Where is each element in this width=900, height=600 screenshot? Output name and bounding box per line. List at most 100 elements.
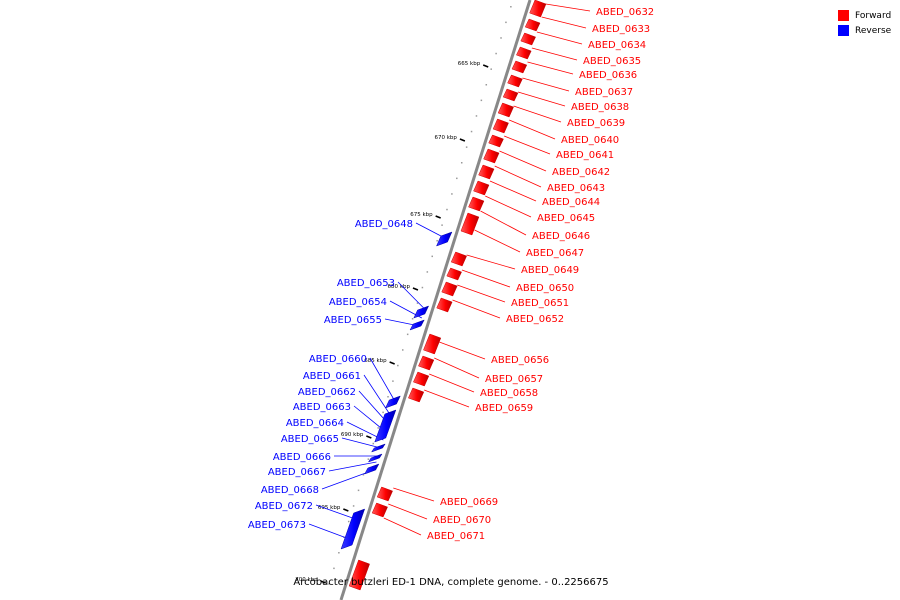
forward-gene-label: ABED_0647 — [526, 248, 584, 259]
forward-gene-label: ABED_0636 — [579, 70, 637, 81]
forward-leader-line — [499, 150, 547, 172]
reverse-gene-label: ABED_0672 — [255, 501, 313, 512]
legend-forward-swatch — [838, 10, 849, 21]
forward-leader-line — [461, 269, 511, 288]
legend-reverse-swatch — [838, 25, 849, 36]
forward-gene-feature — [516, 46, 532, 60]
reverse-gene-feature — [367, 453, 383, 463]
minor-scale-dot — [352, 505, 355, 507]
reverse-leader-line — [397, 281, 425, 310]
forward-gene-feature — [460, 212, 480, 236]
scale-tick — [389, 361, 395, 365]
reverse-gene-label: ABED_0654 — [329, 297, 387, 308]
forward-leader-line — [452, 299, 501, 319]
forward-gene-label: ABED_0633 — [592, 24, 650, 35]
forward-gene-label: ABED_0637 — [575, 87, 633, 98]
reverse-gene-label: ABED_0666 — [273, 452, 331, 463]
minor-scale-dot — [480, 99, 483, 102]
forward-leader-line — [388, 503, 428, 520]
scale-tick — [435, 215, 441, 219]
scale-tick — [482, 64, 489, 68]
forward-gene-feature — [371, 502, 388, 518]
minor-scale-dot — [446, 208, 448, 211]
forward-leader-line — [474, 229, 521, 253]
minor-scale-dot — [490, 68, 492, 70]
reverse-leader-line — [341, 437, 381, 449]
reverse-leader-line — [363, 374, 392, 417]
legend-reverse-label: Reverse — [855, 25, 892, 36]
forward-gene-label: ABED_0638 — [571, 102, 629, 113]
scale-label: 675 kbp — [410, 212, 433, 218]
genome-caption: Arcobacter butzleri ED-1 DNA, complete g… — [293, 577, 609, 588]
forward-gene-feature — [478, 164, 495, 180]
forward-gene-feature — [492, 118, 509, 134]
reverse-gene-feature — [371, 443, 386, 453]
scale-label: 685 kbp — [364, 358, 387, 364]
minor-scale-dot — [475, 115, 478, 117]
minor-scale-dot — [436, 240, 438, 242]
reverse-gene-feature — [340, 508, 366, 550]
forward-gene-feature — [507, 74, 523, 88]
reverse-gene-label: ABED_0662 — [298, 387, 356, 398]
forward-gene-feature — [436, 297, 453, 313]
scale-label: 695 kbp — [318, 505, 341, 511]
forward-gene-label: ABED_0670 — [433, 515, 491, 526]
forward-gene-feature — [488, 134, 504, 148]
minor-scale-dot — [372, 442, 375, 445]
forward-gene-label: ABED_0671 — [427, 531, 485, 542]
forward-leader-line — [536, 31, 583, 45]
forward-gene-feature — [446, 267, 462, 281]
forward-gene-feature — [524, 18, 541, 32]
forward-leader-line — [429, 373, 475, 393]
minor-scale-dot — [357, 489, 360, 492]
minor-scale-dot — [347, 520, 350, 523]
forward-gene-label: ABED_0632 — [596, 7, 654, 18]
forward-gene-label: ABED_0669 — [440, 497, 498, 508]
forward-gene-label: ABED_0640 — [561, 135, 619, 146]
forward-leader-line — [541, 16, 587, 29]
forward-gene-feature — [408, 387, 425, 403]
scale-label: 665 kbp — [458, 61, 481, 67]
forward-leader-line — [545, 3, 591, 12]
reverse-gene-feature — [413, 305, 430, 319]
minor-scale-dot — [387, 396, 389, 398]
minor-scale-dot — [382, 411, 384, 414]
forward-gene-feature — [497, 102, 514, 118]
forward-leader-line — [434, 357, 480, 379]
minor-scale-dot — [500, 37, 502, 39]
reverse-gene-label: ABED_0655 — [324, 315, 382, 326]
minor-scale-dot — [406, 333, 409, 336]
reverse-gene-label: ABED_0653 — [337, 278, 395, 289]
minor-scale-dot — [431, 255, 433, 258]
forward-leader-line — [513, 105, 562, 123]
reverse-gene-label: ABED_0664 — [286, 418, 344, 429]
forward-gene-feature — [511, 60, 528, 74]
minor-scale-dot — [456, 177, 458, 180]
forward-gene-label: ABED_0657 — [485, 374, 543, 385]
reverse-leader-line — [315, 504, 359, 521]
minor-scale-dot — [485, 84, 488, 86]
minor-scale-dot — [505, 21, 507, 24]
forward-gene-label: ABED_0641 — [556, 150, 614, 161]
forward-leader-line — [383, 517, 422, 536]
forward-leader-line — [504, 135, 551, 155]
reverse-gene-feature — [409, 319, 425, 331]
genome-backbone — [339, 0, 532, 600]
forward-leader-line — [424, 389, 470, 408]
minor-scale-dot — [495, 52, 497, 55]
forward-gene-label: ABED_0652 — [506, 314, 564, 325]
scale-tick — [320, 580, 326, 584]
forward-gene-label: ABED_0634 — [588, 40, 646, 51]
reverse-gene-feature — [436, 231, 453, 247]
forward-gene-feature — [520, 32, 536, 46]
scale-label: 700 kbp — [295, 577, 318, 583]
forward-gene-label: ABED_0635 — [583, 56, 641, 67]
reverse-gene-feature — [384, 395, 401, 409]
forward-gene-label: ABED_0644 — [542, 197, 600, 208]
forward-leader-line — [489, 180, 537, 202]
minor-scale-dot — [411, 318, 414, 320]
forward-gene-label: ABED_0650 — [516, 283, 574, 294]
forward-gene-feature — [450, 251, 467, 267]
forward-leader-line — [457, 284, 506, 303]
